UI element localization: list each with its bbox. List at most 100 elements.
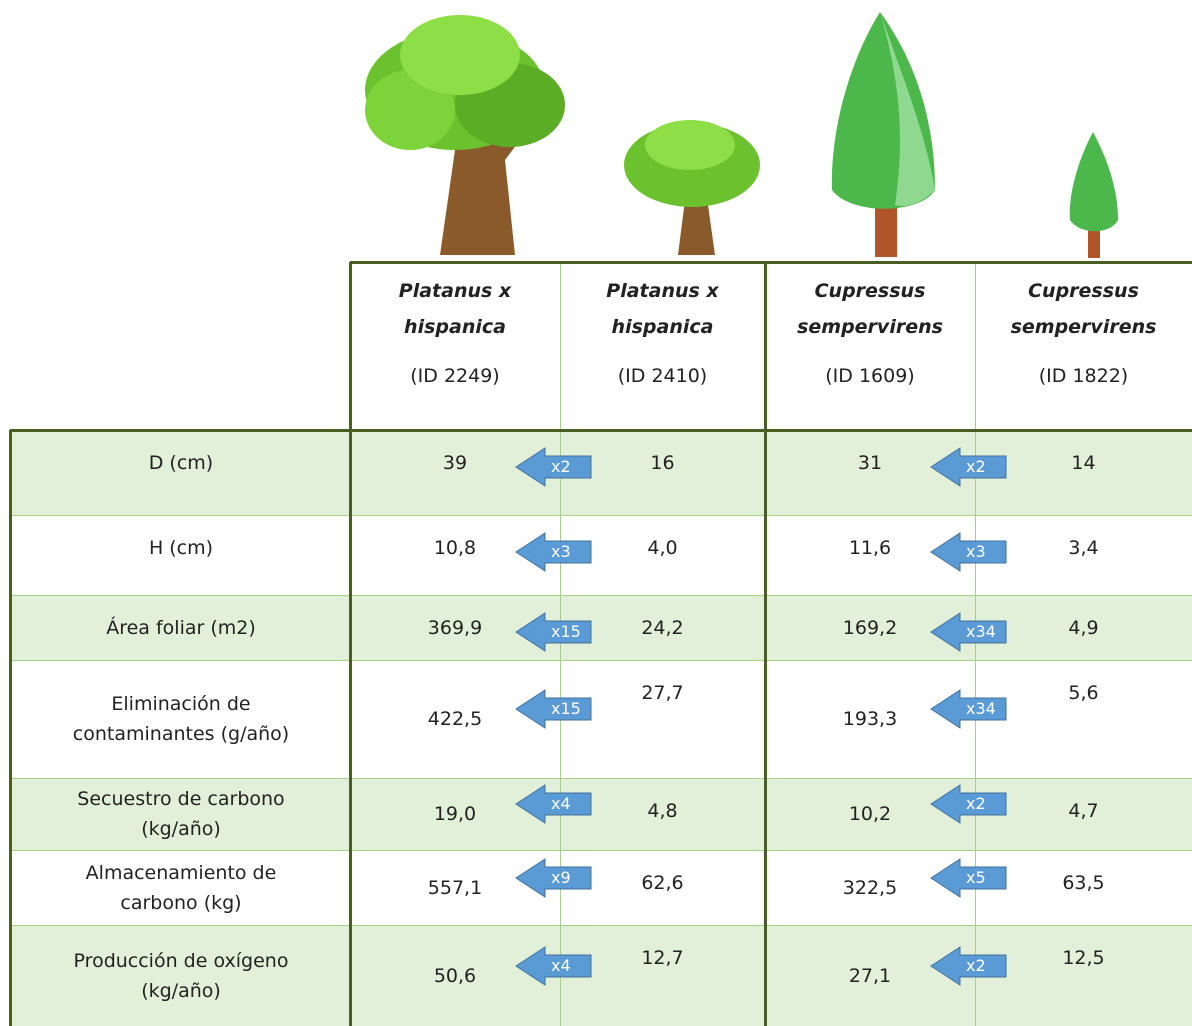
row-line <box>10 660 1192 661</box>
value-cell: 4,0 <box>560 515 765 595</box>
value-cell: 3,4 <box>975 515 1192 595</box>
small-cypress <box>1069 132 1118 258</box>
row-label-line: H (cm) <box>148 537 214 559</box>
ratio-arrow <box>930 946 1007 986</box>
value: 4,8 <box>647 800 678 822</box>
row-label: D (cm) <box>12 430 350 515</box>
value: 31 <box>857 452 883 474</box>
ratio-label: x9 <box>551 868 571 887</box>
arrow-shape <box>515 689 592 729</box>
value: 422,5 <box>427 708 483 730</box>
species-name: hispanica <box>404 316 506 338</box>
arrow-shape <box>515 946 592 986</box>
species-name: hispanica <box>611 316 714 338</box>
value: 3,4 <box>1068 537 1099 559</box>
ratio-label: x4 <box>551 794 571 813</box>
arrow-shape <box>515 612 592 652</box>
value-cell: 16 <box>560 430 765 515</box>
ratio-arrow <box>930 447 1007 487</box>
row-label-line: Producción de oxígeno <box>73 949 289 972</box>
value-cell: 557,1 <box>350 850 560 925</box>
ratio-arrow <box>930 532 1007 572</box>
value: 14 <box>1071 452 1096 474</box>
value: 50,6 <box>433 964 477 987</box>
value: 10,2 <box>848 803 892 825</box>
ratio-label: x34 <box>966 699 996 718</box>
column-header: Platanus x hispanica (ID 2249) <box>350 265 560 430</box>
value: 16 <box>650 452 675 474</box>
value-cell: 4,8 <box>560 778 765 850</box>
value-cell: 322,5 <box>765 850 975 925</box>
value: 11,6 <box>848 537 892 559</box>
value-cell: 4,7 <box>975 778 1192 850</box>
ratio-arrow <box>930 689 1007 729</box>
column-header: Cupressus sempervirens (ID 1609) <box>765 265 975 430</box>
value-cell: 10,2 <box>765 778 975 850</box>
arrow-shape <box>930 532 1007 572</box>
value: 4,9 <box>1068 617 1099 639</box>
value: 4,0 <box>647 537 678 559</box>
value-cell: 39 <box>350 430 560 515</box>
value-cell: 193,3 <box>765 660 975 778</box>
row-label-line: Eliminación de <box>111 693 251 715</box>
value-cell: 24,2 <box>560 595 765 660</box>
ratio-label: x15 <box>551 622 581 641</box>
value-cell: 62,6 <box>560 850 765 925</box>
middle-border <box>764 262 767 1026</box>
ratio-arrow <box>515 858 592 898</box>
value: 557,1 <box>427 876 483 899</box>
value: 24,2 <box>641 617 684 639</box>
species-name: sempervirens <box>797 316 943 338</box>
value: 5,6 <box>1068 682 1099 704</box>
ratio-label: x2 <box>966 956 986 975</box>
ratio-arrow <box>515 946 592 986</box>
ratio-label: x34 <box>966 622 996 641</box>
ratio-arrow <box>930 784 1007 824</box>
row-label-line: contaminantes (g/año) <box>72 723 290 745</box>
row-label-line: Área foliar (m2) <box>106 617 256 639</box>
tree-illustrations <box>365 12 1118 258</box>
value-cell: 10,8 <box>350 515 560 595</box>
ratio-arrow <box>515 784 592 824</box>
row-label-line: (kg/año) <box>141 818 221 840</box>
tree-id: (ID 2249) <box>410 365 500 387</box>
arrow-shape <box>930 447 1007 487</box>
row-label: Área foliar (m2) <box>12 595 350 660</box>
header-top-border <box>350 261 1192 264</box>
row-label-line: Secuestro de carbono <box>77 788 285 810</box>
value-cell: 4,9 <box>975 595 1192 660</box>
arrow-shape <box>515 532 592 572</box>
arrow-shape <box>515 858 592 898</box>
value: 12,5 <box>1062 947 1105 969</box>
arrow-shape <box>930 612 1007 652</box>
value: 10,8 <box>433 537 477 559</box>
value: 193,3 <box>842 708 898 730</box>
ratio-arrow <box>515 532 592 572</box>
column-header: Cupressus sempervirens (ID 1822) <box>975 265 1192 430</box>
species-name: Platanus x <box>606 280 719 302</box>
row-line <box>10 850 1192 851</box>
arrow-shape <box>930 689 1007 729</box>
row-label: Eliminación de contaminantes (g/año) <box>12 660 350 778</box>
tall-cypress <box>831 12 935 257</box>
value-cell: 31 <box>765 430 975 515</box>
value-cell: 27,7 <box>560 660 765 778</box>
value: 63,5 <box>1062 872 1105 894</box>
large-plane-tree <box>365 15 565 255</box>
value: 4,7 <box>1068 800 1099 822</box>
ratio-label: x4 <box>551 956 571 975</box>
row-line <box>10 515 1192 516</box>
value-cell: 5,6 <box>975 660 1192 778</box>
value-cell: 19,0 <box>350 778 560 850</box>
value: 322,5 <box>842 876 898 899</box>
body-top-border <box>10 429 1192 432</box>
value: 12,7 <box>641 947 684 969</box>
value: 19,0 <box>433 803 477 825</box>
ratio-arrow <box>515 689 592 729</box>
value-cell: 12,7 <box>560 925 765 1026</box>
column-header: Platanus x hispanica (ID 2410) <box>560 265 765 430</box>
ratio-label: x2 <box>551 457 571 476</box>
ratio-arrow <box>930 858 1007 898</box>
column-line <box>975 262 976 1026</box>
